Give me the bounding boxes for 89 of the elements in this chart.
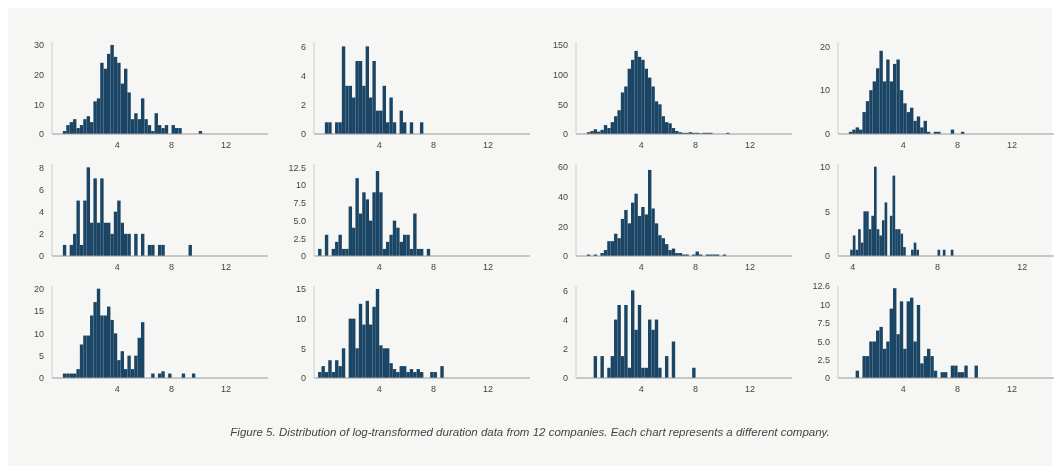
y-tick-label: 0 xyxy=(824,251,830,262)
x-tick-label: 12 xyxy=(220,140,231,151)
x-tick-label: 8 xyxy=(431,140,437,151)
x-tick-label: 4 xyxy=(638,140,644,151)
y-tick-label: 6 xyxy=(562,285,568,296)
y-tick-label: 40 xyxy=(557,191,568,202)
y-tick-label: 8 xyxy=(38,162,44,173)
y-tick-label: 20 xyxy=(33,69,44,80)
y-tick-label: 30 xyxy=(33,40,44,51)
y-tick-label: 50 xyxy=(557,99,568,110)
y-tick-label: 2.5 xyxy=(293,233,306,244)
y-tick-label: 7.5 xyxy=(293,198,306,209)
x-tick-label: 4 xyxy=(900,140,906,151)
x-tick-label: 8 xyxy=(169,140,175,151)
y-tick-label: 6 xyxy=(300,41,306,52)
x-tick-label: 8 xyxy=(169,384,175,395)
y-tick-label: 5 xyxy=(300,343,306,354)
y-tick-label: 0 xyxy=(300,373,306,384)
x-tick-label: 8 xyxy=(955,140,961,151)
x-tick-label: 12 xyxy=(220,384,231,395)
x-tick-label: 12 xyxy=(482,140,493,151)
x-tick-label: 12 xyxy=(744,140,755,151)
y-tick-label: 0 xyxy=(562,251,568,262)
y-tick-label: 0 xyxy=(824,129,830,140)
y-tick-label: 0 xyxy=(38,373,44,384)
x-tick-label: 4 xyxy=(376,384,382,395)
y-tick-label: 10 xyxy=(295,313,306,324)
x-tick-label: 4 xyxy=(638,384,644,395)
y-tick-label: 10 xyxy=(819,161,830,172)
y-tick-label: 0 xyxy=(300,129,306,140)
y-tick-label: 0 xyxy=(562,129,568,140)
y-tick-label: 2 xyxy=(38,229,44,240)
x-tick-label: 4 xyxy=(850,262,856,273)
y-tick-label: 10 xyxy=(295,180,306,191)
y-tick-label: 4 xyxy=(38,206,44,217)
y-tick-label: 2 xyxy=(300,99,306,110)
x-tick-label: 8 xyxy=(935,262,941,273)
y-tick-label: 5.0 xyxy=(293,215,306,226)
y-tick-label: 0 xyxy=(562,373,568,384)
x-tick-label: 4 xyxy=(114,384,120,395)
y-tick-label: 100 xyxy=(552,69,568,80)
x-tick-label: 4 xyxy=(114,262,120,273)
x-tick-label: 8 xyxy=(955,384,961,395)
y-tick-label: 20 xyxy=(819,41,830,52)
y-tick-label: 0 xyxy=(38,251,44,262)
y-tick-label: 0 xyxy=(38,129,44,140)
y-tick-label: 4 xyxy=(300,70,306,81)
y-tick-label: 12.5 xyxy=(288,162,306,173)
y-tick-label: 10 xyxy=(819,85,830,96)
x-tick-label: 8 xyxy=(169,262,175,273)
x-tick-label: 12 xyxy=(744,262,755,273)
x-tick-label: 12 xyxy=(1017,262,1028,273)
y-tick-label: 20 xyxy=(557,221,568,232)
x-tick-label: 8 xyxy=(693,384,699,395)
x-tick-label: 12 xyxy=(744,384,755,395)
y-tick-label: 60 xyxy=(557,162,568,173)
y-tick-label: 12.6 xyxy=(812,281,830,292)
y-tick-label: 5 xyxy=(38,350,44,361)
y-tick-label: 4 xyxy=(562,314,568,325)
y-tick-label: 5 xyxy=(824,206,830,217)
x-tick-label: 12 xyxy=(482,384,493,395)
x-tick-label: 8 xyxy=(431,262,437,273)
x-tick-label: 4 xyxy=(900,384,906,395)
x-tick-label: 12 xyxy=(482,262,493,273)
y-tick-label: 6 xyxy=(38,184,44,195)
y-tick-label: 20 xyxy=(33,283,44,294)
y-tick-label: 150 xyxy=(552,40,568,51)
x-tick-label: 8 xyxy=(431,384,437,395)
y-tick-label: 10 xyxy=(33,99,44,110)
y-tick-label: 2.5 xyxy=(817,354,830,365)
y-tick-label: 2 xyxy=(562,343,568,354)
x-tick-label: 4 xyxy=(638,262,644,273)
x-tick-label: 8 xyxy=(693,140,699,151)
caption: Figure 5. Distribution of log-transformed duration data from 12 companies. Each chart represents a different company. xyxy=(229,426,831,438)
x-tick-label: 4 xyxy=(376,140,382,151)
x-tick-label: 12 xyxy=(1006,140,1017,151)
x-tick-label: 8 xyxy=(693,262,699,273)
y-tick-label: 15 xyxy=(33,306,44,317)
x-tick-label: 12 xyxy=(1006,384,1017,395)
y-tick-label: 0 xyxy=(824,373,830,384)
y-tick-label: 10 xyxy=(33,328,44,339)
y-tick-label: 5.0 xyxy=(817,336,830,347)
y-tick-label: 10 xyxy=(819,300,830,311)
x-tick-label: 4 xyxy=(376,262,382,273)
x-tick-label: 4 xyxy=(114,140,120,151)
y-tick-label: 0 xyxy=(300,251,306,262)
x-tick-label: 12 xyxy=(220,262,231,273)
y-tick-label: 7.5 xyxy=(817,318,830,329)
y-tick-label: 15 xyxy=(295,284,306,295)
